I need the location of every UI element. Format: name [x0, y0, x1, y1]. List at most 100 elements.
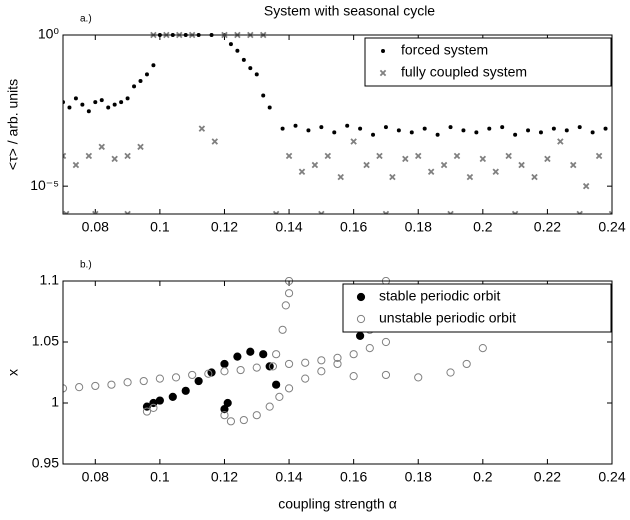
point: [106, 105, 111, 110]
point: [582, 182, 590, 190]
point: [259, 350, 268, 359]
point: [453, 152, 461, 160]
point: [220, 411, 229, 420]
panel-label: b.): [80, 260, 92, 271]
x-tick-label: 0.12: [211, 219, 238, 235]
point: [462, 359, 471, 369]
point: [112, 102, 117, 107]
legend-marker: [356, 292, 366, 302]
point: [142, 407, 152, 416]
point: [414, 152, 422, 160]
point: [268, 362, 278, 371]
y-tick-label: 1.05: [32, 333, 59, 349]
point: [333, 359, 342, 369]
point: [526, 128, 531, 133]
point: [235, 48, 240, 53]
x-tick-label: 0.08: [82, 219, 109, 235]
point: [505, 152, 512, 160]
point: [409, 130, 414, 135]
point: [538, 130, 543, 135]
point: [284, 289, 294, 298]
x-tick-label: 0.08: [82, 469, 109, 485]
y-axis-label: x: [5, 369, 21, 376]
point: [466, 173, 474, 181]
point: [301, 374, 310, 383]
points: [63, 31, 612, 214]
x-axis-label: coupling strength α: [278, 496, 397, 512]
point: [376, 152, 383, 160]
legend-label: fully coupled system: [401, 64, 527, 80]
point: [86, 109, 91, 114]
x-tick-label: 0.24: [598, 469, 625, 485]
point: [171, 373, 181, 382]
point: [91, 381, 100, 391]
point: [168, 392, 177, 401]
point: [333, 353, 342, 362]
point: [123, 378, 132, 387]
point: [124, 210, 131, 214]
point: [241, 57, 246, 62]
point: [272, 380, 281, 389]
point: [275, 392, 284, 401]
point: [119, 100, 124, 105]
legend-box: [364, 37, 612, 87]
points: [63, 277, 487, 426]
point: [511, 210, 519, 214]
x-tick-label: 0.2: [473, 469, 493, 485]
point: [278, 325, 287, 334]
point: [479, 155, 487, 163]
point: [75, 383, 84, 392]
point: [239, 415, 248, 425]
point: [319, 125, 324, 130]
point: [577, 125, 582, 130]
x-tick-label: 0.14: [275, 219, 302, 235]
point: [317, 356, 326, 365]
point: [544, 155, 551, 163]
point: [318, 210, 325, 214]
x-tick-label: 0.16: [340, 219, 367, 235]
point: [414, 373, 423, 382]
point: [518, 161, 525, 169]
point: [396, 128, 401, 133]
x-tick-label: 0.14: [275, 469, 302, 485]
point: [92, 210, 99, 214]
point: [85, 152, 93, 160]
point: [211, 138, 219, 145]
point: [63, 210, 70, 214]
point: [402, 155, 409, 163]
point: [576, 210, 583, 214]
point: [345, 123, 350, 128]
point: [125, 96, 130, 101]
point: [111, 155, 118, 163]
x-tick-label: 0.1: [150, 219, 170, 235]
point: [265, 402, 274, 411]
legend-box: [342, 283, 612, 333]
point: [272, 210, 280, 214]
point: [590, 130, 595, 135]
point: [236, 365, 245, 375]
y-tick-label: 10⁰: [38, 26, 60, 42]
y-tick-label: 10⁻⁵: [30, 177, 59, 193]
point: [551, 126, 556, 131]
y-tick-label: 1.1: [40, 272, 60, 288]
point: [233, 352, 242, 361]
x-tick-label: 0.2: [473, 219, 493, 235]
point: [570, 161, 577, 169]
point: [422, 126, 427, 131]
point: [107, 380, 116, 389]
legend-label: unstable periodic orbit: [379, 310, 516, 326]
point: [198, 125, 206, 132]
point: [487, 126, 492, 131]
point: [492, 168, 499, 175]
point: [365, 344, 374, 353]
legend-label: stable periodic orbit: [379, 288, 501, 304]
point: [447, 210, 454, 214]
axes-frame: [62, 34, 613, 215]
point: [461, 128, 466, 133]
point: [155, 374, 164, 383]
legend-label: forced system: [401, 42, 488, 58]
point: [228, 42, 233, 47]
x-tick-label: 0.18: [405, 469, 432, 485]
point: [149, 403, 158, 412]
point: [356, 331, 365, 340]
